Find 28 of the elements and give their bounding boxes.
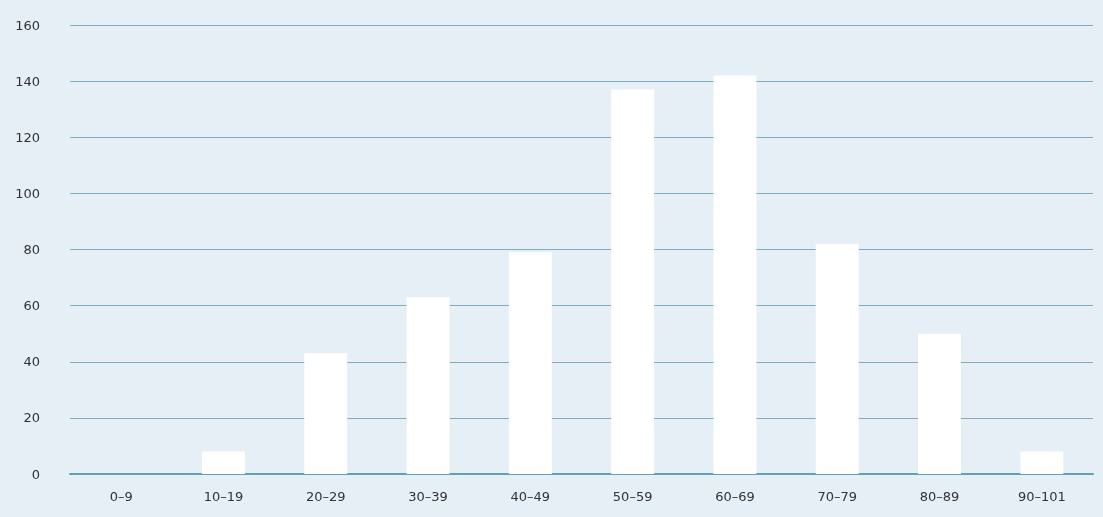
- bar: [406, 297, 450, 474]
- y-tick-label: 40: [23, 354, 40, 370]
- bar: [1020, 451, 1064, 474]
- y-tick-label: 160: [15, 17, 40, 33]
- y-tick-label: 140: [15, 73, 40, 89]
- bar: [611, 89, 655, 474]
- x-tick-label: 40–49: [510, 489, 551, 504]
- x-tick-label: 60–69: [715, 489, 755, 504]
- bar: [508, 252, 552, 474]
- x-tick-label: 70–79: [817, 489, 858, 504]
- y-tick-label: 0: [31, 466, 40, 482]
- x-tick-label: 20–29: [305, 489, 346, 504]
- y-tick-label: 120: [15, 129, 40, 145]
- x-tick-label: 80–89: [919, 489, 960, 504]
- bar: [304, 353, 348, 474]
- y-tick-label: 60: [23, 298, 40, 314]
- x-tick-label: 50–59: [612, 489, 653, 504]
- x-tick-label: 30–39: [408, 489, 448, 504]
- x-tick-label: 10–19: [203, 489, 244, 504]
- bar: [201, 451, 245, 474]
- bar: [713, 75, 757, 474]
- y-tick-label: 80: [23, 242, 40, 257]
- y-tick-label: 20: [23, 410, 40, 426]
- bar: [918, 333, 962, 474]
- x-tick-label: 90–101: [1017, 489, 1066, 504]
- bar: [815, 243, 859, 474]
- y-tick-label: 100: [15, 185, 40, 201]
- x-tick-label: 0–9: [109, 489, 133, 504]
